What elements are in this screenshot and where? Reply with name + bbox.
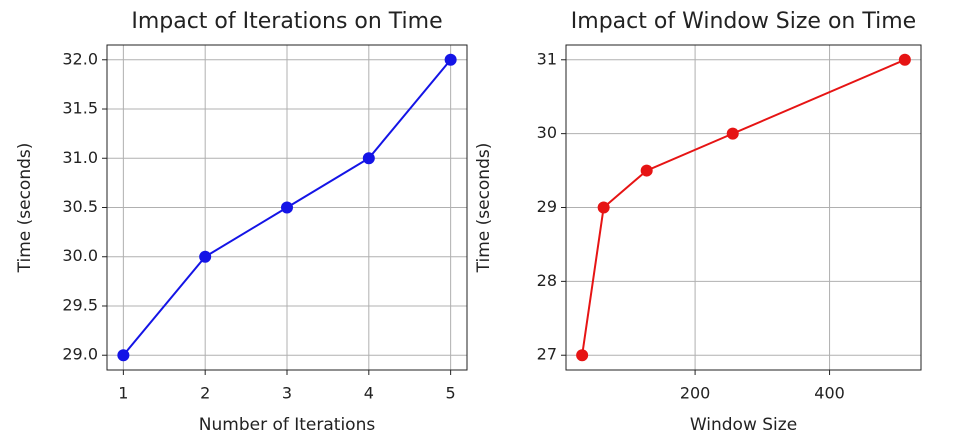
x-tick-label: 4 — [364, 384, 374, 403]
x-tick-label: 1 — [118, 384, 128, 403]
chart-title: Impact of Window Size on Time — [571, 9, 916, 34]
y-tick-label: 30.0 — [62, 246, 98, 265]
marker — [640, 164, 653, 177]
y-tick-label: 31.5 — [62, 99, 98, 118]
x-tick-label: 3 — [282, 384, 292, 403]
y-axis-label: Time (seconds) — [474, 143, 494, 274]
marker — [597, 201, 610, 214]
x-axis-label: Number of Iterations — [199, 415, 376, 435]
x-tick-label: 400 — [814, 384, 845, 403]
marker — [281, 201, 293, 214]
y-tick-label: 29 — [537, 197, 557, 216]
y-tick-label: 28 — [537, 271, 557, 290]
x-tick-label: 200 — [680, 384, 711, 403]
marker — [576, 349, 589, 362]
y-tick-label: 29.0 — [62, 345, 98, 364]
y-tick-label: 29.5 — [62, 295, 98, 314]
y-tick-label: 30.5 — [62, 197, 98, 216]
x-tick-label: 2 — [200, 384, 210, 403]
axes-frame — [565, 44, 922, 371]
y-tick-label: 30 — [537, 123, 557, 142]
marker — [726, 127, 739, 140]
marker — [444, 53, 457, 66]
marker — [199, 250, 212, 263]
marker — [898, 53, 911, 66]
y-tick-label: 32.0 — [62, 49, 98, 68]
x-axis-label: Window Size — [690, 415, 797, 435]
y-tick-label: 31 — [537, 49, 557, 68]
x-tick-label: 5 — [446, 384, 456, 403]
y-tick-label: 27 — [537, 345, 557, 364]
y-tick-label: 31.0 — [62, 148, 98, 167]
chart-title: Impact of Iterations on Time — [131, 9, 442, 34]
marker — [362, 152, 375, 165]
marker — [117, 349, 130, 362]
axes-frame — [106, 44, 468, 371]
y-axis-label: Time (seconds) — [15, 143, 35, 274]
